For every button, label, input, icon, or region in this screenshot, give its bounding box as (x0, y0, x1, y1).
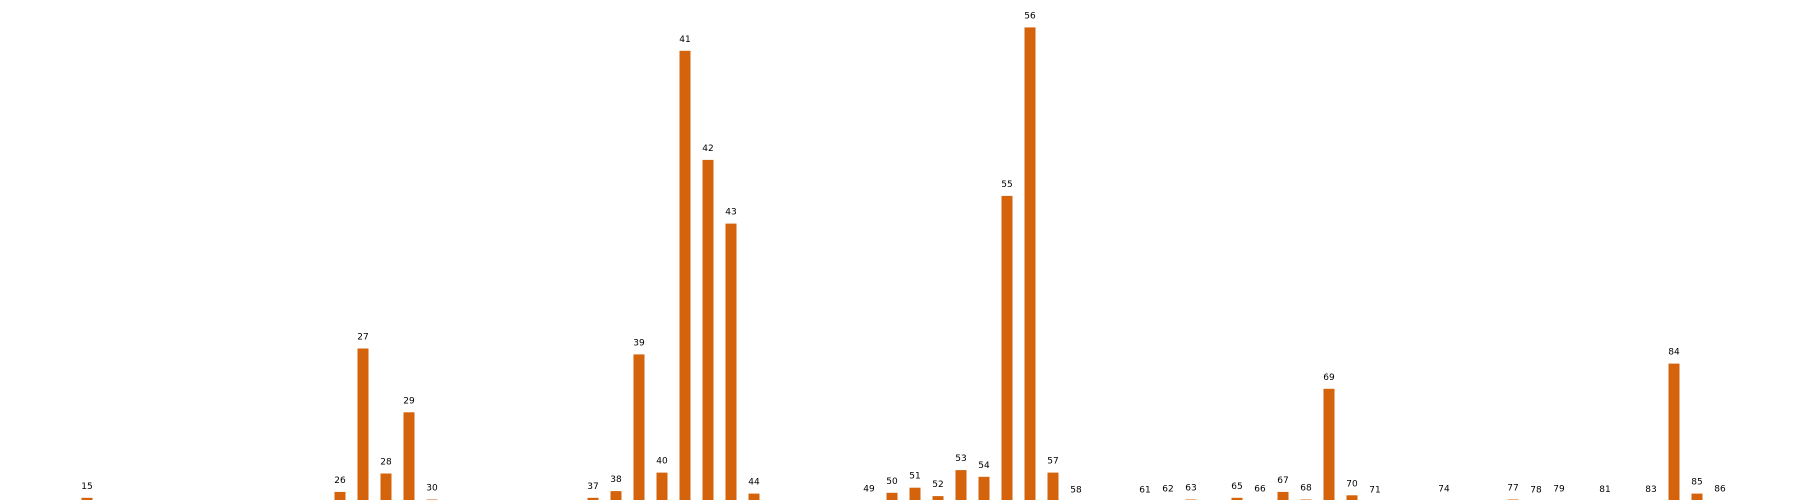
bar-41 (679, 50, 691, 500)
data-label-74: 74 (1438, 485, 1450, 495)
data-label-42: 42 (702, 144, 713, 154)
bar-37 (587, 497, 599, 500)
data-label-54: 54 (978, 461, 990, 471)
data-label-55: 55 (1001, 180, 1012, 190)
data-label-29: 29 (403, 396, 415, 406)
bar-54 (978, 476, 990, 500)
data-label-49: 49 (863, 485, 875, 495)
bar-53 (955, 470, 967, 500)
bar-38 (610, 491, 622, 500)
data-label-61: 61 (1139, 486, 1150, 496)
bar-42 (702, 159, 714, 500)
bar-51 (909, 487, 921, 500)
bar-55 (1001, 195, 1013, 500)
data-label-86: 86 (1714, 485, 1726, 495)
data-label-85: 85 (1691, 478, 1702, 488)
data-label-79: 79 (1553, 485, 1565, 495)
data-label-70: 70 (1346, 479, 1358, 489)
data-label-50: 50 (886, 477, 898, 487)
data-label-66: 66 (1254, 485, 1266, 495)
bar-84 (1668, 363, 1680, 500)
bar-70 (1346, 495, 1358, 500)
data-label-84: 84 (1668, 348, 1680, 358)
data-label-58: 58 (1070, 486, 1082, 496)
data-label-39: 39 (633, 338, 645, 348)
bar-29 (403, 412, 415, 500)
data-label-62: 62 (1162, 484, 1173, 494)
bar-69 (1323, 388, 1335, 500)
data-label-68: 68 (1300, 484, 1312, 494)
bar-40 (656, 472, 668, 500)
bars-layer (81, 27, 1703, 500)
bar-52 (932, 496, 944, 500)
data-label-41: 41 (679, 35, 690, 45)
data-label-56: 56 (1024, 11, 1036, 21)
data-label-67: 67 (1277, 476, 1288, 486)
data-label-52: 52 (932, 480, 943, 490)
bar-85 (1691, 493, 1703, 500)
bar-44 (748, 493, 760, 500)
bar-28 (380, 473, 392, 500)
data-label-43: 43 (725, 208, 736, 218)
data-labels-layer: 15 26 27 28 29 30 37 38 39 40 41 42 43 44 49 50 51 52 53 54… (81, 11, 1726, 495)
data-label-15: 15 (81, 482, 92, 492)
data-label-71: 71 (1369, 486, 1380, 496)
bar-67 (1277, 491, 1289, 500)
bar-65 (1231, 497, 1243, 500)
bar-50 (886, 492, 898, 500)
data-label-38: 38 (610, 475, 622, 485)
bar-27 (357, 348, 369, 500)
bar-57 (1047, 472, 1059, 500)
data-label-57: 57 (1047, 457, 1058, 467)
data-label-65: 65 (1231, 482, 1242, 492)
data-label-28: 28 (380, 458, 392, 468)
data-label-83: 83 (1645, 485, 1656, 495)
data-label-37: 37 (587, 482, 598, 492)
bar-39 (633, 354, 645, 500)
data-label-69: 69 (1323, 373, 1335, 383)
data-label-40: 40 (656, 457, 668, 467)
data-label-81: 81 (1599, 485, 1610, 495)
bar-15 (81, 497, 93, 500)
data-label-63: 63 (1185, 484, 1196, 494)
data-label-77: 77 (1507, 484, 1518, 494)
data-label-27: 27 (357, 333, 368, 343)
data-label-26: 26 (334, 476, 346, 486)
data-label-78: 78 (1530, 486, 1542, 496)
data-label-53: 53 (955, 454, 966, 464)
data-label-44: 44 (748, 478, 760, 488)
bar-56 (1024, 27, 1036, 500)
bar-26 (334, 491, 346, 500)
data-label-51: 51 (909, 472, 920, 482)
data-label-30: 30 (426, 484, 438, 494)
bar-43 (725, 223, 737, 500)
